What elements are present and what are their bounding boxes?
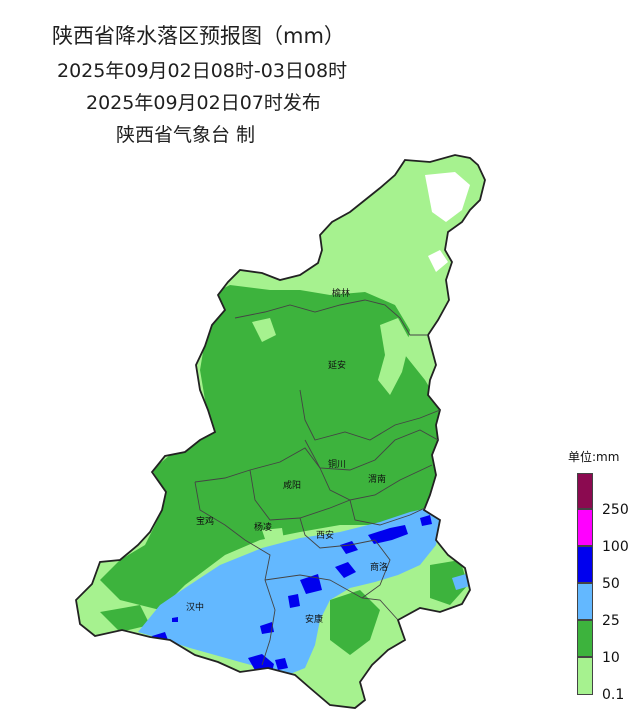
legend-swatch-25-50 bbox=[577, 583, 593, 620]
city-label-xianyang: 咸阳 bbox=[283, 479, 301, 491]
city-label-yulin: 榆林 bbox=[332, 287, 350, 299]
legend-swatch-0_1-10 bbox=[577, 657, 593, 695]
legend-swatch-250plus bbox=[577, 473, 593, 509]
city-label-shangluo: 商洛 bbox=[370, 561, 388, 573]
legend-label-10: 10 bbox=[602, 650, 620, 666]
prefecture-boundaries bbox=[194, 299, 441, 666]
legend-label-250: 250 bbox=[602, 502, 629, 518]
city-label-hanzhong: 汉中 bbox=[186, 601, 204, 613]
city-label-tongchuan: 铜川 bbox=[328, 458, 346, 470]
city-label-weinan: 渭南 bbox=[368, 473, 386, 485]
city-label-xian: 西安 bbox=[316, 529, 334, 541]
legend-label-0_1: 0.1 bbox=[602, 687, 625, 703]
legend-label-100: 100 bbox=[602, 539, 629, 555]
precipitation-legend: 单位:mm 250 100 50 25 10 0.1 bbox=[560, 440, 640, 720]
legend-label-50: 50 bbox=[602, 576, 620, 592]
legend-swatch-100-250 bbox=[577, 509, 593, 546]
city-labels: 榆林 延安 铜川 渭南 咸阳 宝鸡 杨凌 西安 商洛 汉中 安康 bbox=[186, 287, 388, 625]
legend-label-25: 25 bbox=[602, 613, 620, 629]
city-label-ankang: 安康 bbox=[305, 613, 323, 625]
legend-swatch-50-100 bbox=[577, 546, 593, 583]
forecast-period: 2025年09月02日08时-03日08时 bbox=[57, 60, 348, 82]
issuer: 陕西省气象台 制 bbox=[116, 124, 256, 146]
city-label-yangling: 杨凌 bbox=[254, 521, 272, 533]
city-label-yanan: 延安 bbox=[328, 359, 346, 371]
issue-time: 2025年09月02日07时发布 bbox=[86, 92, 321, 114]
city-label-baoji: 宝鸡 bbox=[196, 515, 214, 527]
legend-title: 单位:mm bbox=[568, 450, 620, 464]
legend-swatch-10-25 bbox=[577, 620, 593, 657]
map-title: 陕西省降水落区预报图（mm） bbox=[52, 24, 345, 48]
precipitation-map: 榆林 延安 铜川 渭南 咸阳 宝鸡 杨凌 西安 商洛 汉中 安康 bbox=[75, 154, 486, 709]
province-boundary bbox=[75, 154, 486, 709]
